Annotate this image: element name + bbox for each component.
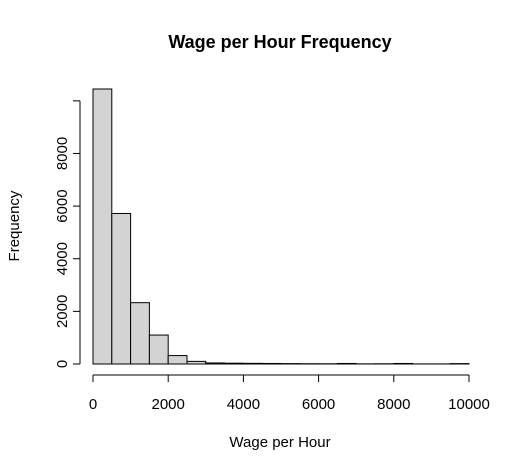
histogram-bar-2 — [130, 302, 150, 365]
y-tick-label-4: 8000 — [54, 137, 71, 170]
bars-group — [92, 88, 470, 365]
x-tick-label-2: 4000 — [227, 396, 260, 413]
chart-title: Wage per Hour Frequency — [168, 32, 391, 52]
histogram-bar-8 — [242, 362, 263, 365]
histogram-bar-5 — [186, 360, 207, 365]
x-tick-label-1: 2000 — [152, 396, 185, 413]
y-tick-label-1: 2000 — [54, 295, 71, 328]
histogram-bar-7 — [224, 362, 244, 365]
x-axis-label: Wage per Hour — [229, 434, 330, 451]
histogram-bar-9 — [261, 362, 282, 365]
histogram-bar-16 — [393, 362, 414, 365]
x-tick-label-3: 6000 — [302, 396, 335, 413]
y-tick-label-3: 6000 — [54, 189, 71, 222]
x-tick-label-0: 0 — [89, 396, 97, 413]
histogram-bar-0 — [92, 88, 113, 365]
y-axis: 0 2000 4000 6000 8000 — [54, 100, 81, 368]
x-axis: 0 2000 4000 6000 8000 10000 — [89, 374, 490, 413]
histogram-bar-3 — [148, 334, 169, 365]
x-tick-label-4: 8000 — [377, 396, 410, 413]
histogram-bar-13 — [336, 362, 357, 365]
histogram-bar-6 — [205, 362, 226, 365]
histogram-bar-1 — [111, 212, 132, 365]
x-tick-label-5: 10000 — [448, 396, 490, 413]
histogram-bar-4 — [167, 355, 188, 365]
y-tick-label-2: 4000 — [54, 242, 71, 275]
y-axis-label: Frequency — [6, 190, 23, 261]
y-tick-label-0: 0 — [54, 360, 71, 368]
